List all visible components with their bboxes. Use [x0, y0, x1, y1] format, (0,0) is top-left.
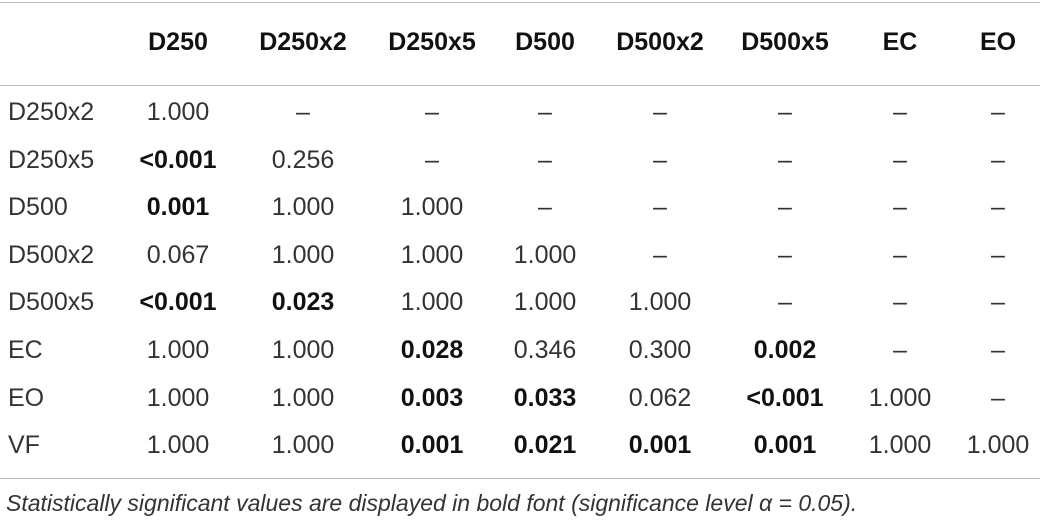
- bottom-rule: [0, 478, 1040, 479]
- row-label: EC: [8, 336, 43, 364]
- cell: 1.000: [628, 288, 692, 317]
- cell: –: [991, 288, 1005, 317]
- cell: –: [425, 98, 439, 126]
- cell: 1.000: [966, 431, 1030, 460]
- column-header: EO: [979, 28, 1017, 56]
- cell: –: [538, 193, 552, 222]
- cell: –: [893, 288, 907, 317]
- cell: 1.000: [271, 336, 335, 364]
- cell: –: [653, 193, 667, 222]
- cell: –: [991, 336, 1005, 364]
- column-header: D250: [148, 28, 208, 56]
- cell: 0.256: [271, 145, 335, 174]
- cell: 0.067: [146, 240, 210, 269]
- cell: –: [778, 240, 792, 269]
- row-label: VF: [8, 431, 40, 460]
- cell: –: [893, 145, 907, 174]
- cell: 0.021: [513, 431, 577, 460]
- cell: –: [778, 145, 792, 174]
- cell: 1.000: [400, 240, 464, 269]
- cell: –: [778, 288, 792, 317]
- column-header: D500x5: [741, 28, 829, 56]
- column-header: D500x2: [616, 28, 704, 56]
- cell: 0.062: [628, 383, 692, 412]
- cell: <0.001: [746, 383, 824, 412]
- cell: –: [296, 98, 310, 126]
- cell: –: [991, 98, 1005, 126]
- cell: –: [893, 98, 907, 126]
- cell: –: [991, 240, 1005, 269]
- cell: 1.000: [868, 431, 932, 460]
- cell: –: [778, 98, 792, 126]
- row-label: D250x2: [8, 98, 95, 126]
- cell: –: [653, 145, 667, 174]
- cell: –: [991, 145, 1005, 174]
- cell: 0.002: [753, 336, 817, 364]
- cell: –: [778, 193, 792, 222]
- column-header: EC: [882, 28, 918, 56]
- cell: 0.346: [513, 336, 577, 364]
- cell: 0.023: [271, 288, 335, 317]
- cell: 1.000: [400, 288, 464, 317]
- row-label: D250x5: [8, 145, 95, 174]
- cell: 1.000: [513, 240, 577, 269]
- row-label: D500: [8, 193, 68, 222]
- column-header: D250x5: [388, 28, 476, 56]
- cell: 1.000: [146, 98, 210, 126]
- cell: 0.033: [513, 383, 577, 412]
- cell: 1.000: [513, 288, 577, 317]
- cell: 0.300: [628, 336, 692, 364]
- cell: –: [538, 98, 552, 126]
- cell: –: [425, 145, 439, 174]
- cell: 1.000: [271, 431, 335, 460]
- cell: –: [991, 383, 1005, 412]
- cell: 1.000: [146, 383, 210, 412]
- cell: 1.000: [146, 431, 210, 460]
- cell: 1.000: [271, 193, 335, 222]
- cell: –: [653, 240, 667, 269]
- footnote: Statistically significant values are dis…: [6, 490, 858, 516]
- top-rule: [0, 2, 1040, 3]
- cell: –: [653, 98, 667, 126]
- cell: 0.001: [753, 431, 817, 460]
- cell: 0.003: [400, 383, 464, 412]
- row-label: D500x5: [8, 288, 95, 317]
- cell: <0.001: [139, 145, 217, 174]
- cell: –: [893, 193, 907, 222]
- cell: –: [991, 193, 1005, 222]
- cell: 1.000: [400, 193, 464, 222]
- cell: 1.000: [271, 383, 335, 412]
- row-label: EO: [8, 383, 45, 412]
- cell: 0.001: [400, 431, 464, 460]
- column-header: D250x2: [259, 28, 347, 56]
- cell: 0.001: [628, 431, 692, 460]
- cell: 1.000: [271, 240, 335, 269]
- cell: –: [893, 240, 907, 269]
- cell: 0.028: [400, 336, 464, 364]
- cell: 1.000: [868, 383, 932, 412]
- cell: 0.001: [146, 193, 210, 222]
- cell: 1.000: [146, 336, 210, 364]
- row-label: D500x2: [8, 240, 95, 269]
- header-rule: [0, 85, 1040, 86]
- cell: –: [893, 336, 907, 364]
- column-header: D500: [515, 28, 575, 56]
- cell: <0.001: [139, 288, 217, 317]
- cell: –: [538, 145, 552, 174]
